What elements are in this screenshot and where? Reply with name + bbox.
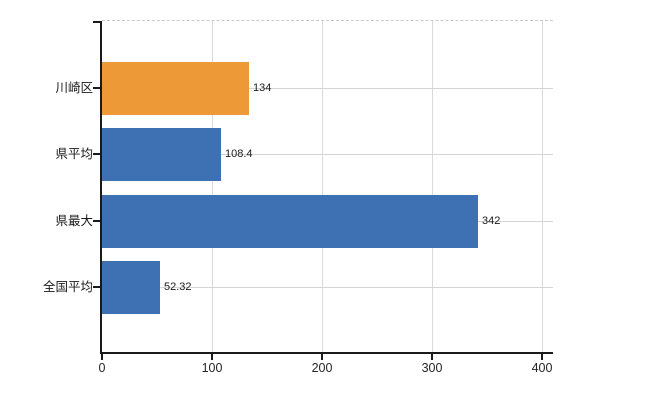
horizontal-gridline (102, 154, 553, 155)
category-label-県最大: 県最大 (55, 214, 93, 228)
category-label-川崎区: 川崎区 (55, 81, 93, 95)
y-axis-tick (93, 21, 100, 23)
y-axis-line (100, 21, 102, 354)
bar-川崎区 (102, 62, 249, 115)
x-tick-label: 100 (201, 361, 223, 375)
horizontal-gridline (102, 88, 553, 89)
bar-全国平均 (102, 261, 160, 314)
x-axis-tick (541, 354, 543, 360)
y-axis-tick (93, 220, 100, 222)
bar-県平均 (102, 128, 221, 181)
x-tick-label: 300 (421, 361, 443, 375)
category-label-全国平均: 全国平均 (42, 280, 93, 294)
x-axis-tick (101, 354, 103, 360)
bar-value-label: 108.4 (225, 148, 253, 160)
y-axis-tick (93, 286, 100, 288)
x-axis-line (100, 352, 553, 354)
y-axis-tick (93, 153, 100, 155)
horizontal-gridline (102, 287, 553, 288)
bar-value-label: 52.32 (164, 281, 192, 293)
vertical-gridline (212, 21, 213, 352)
plot-top-border (102, 20, 553, 21)
x-axis-tick (211, 354, 213, 360)
bar-value-label: 134 (253, 82, 272, 94)
y-axis-tick (93, 87, 100, 89)
x-tick-label: 200 (311, 361, 333, 375)
x-axis-tick (321, 354, 323, 360)
category-label-県平均: 県平均 (55, 147, 93, 161)
bar-県最大 (102, 195, 478, 248)
vertical-gridline (542, 21, 543, 352)
x-axis-tick (431, 354, 433, 360)
x-tick-label: 400 (531, 361, 553, 375)
bar-value-label: 342 (482, 215, 501, 227)
vertical-gridline (432, 21, 433, 352)
vertical-gridline (322, 21, 323, 352)
x-tick-label: 0 (98, 361, 106, 375)
